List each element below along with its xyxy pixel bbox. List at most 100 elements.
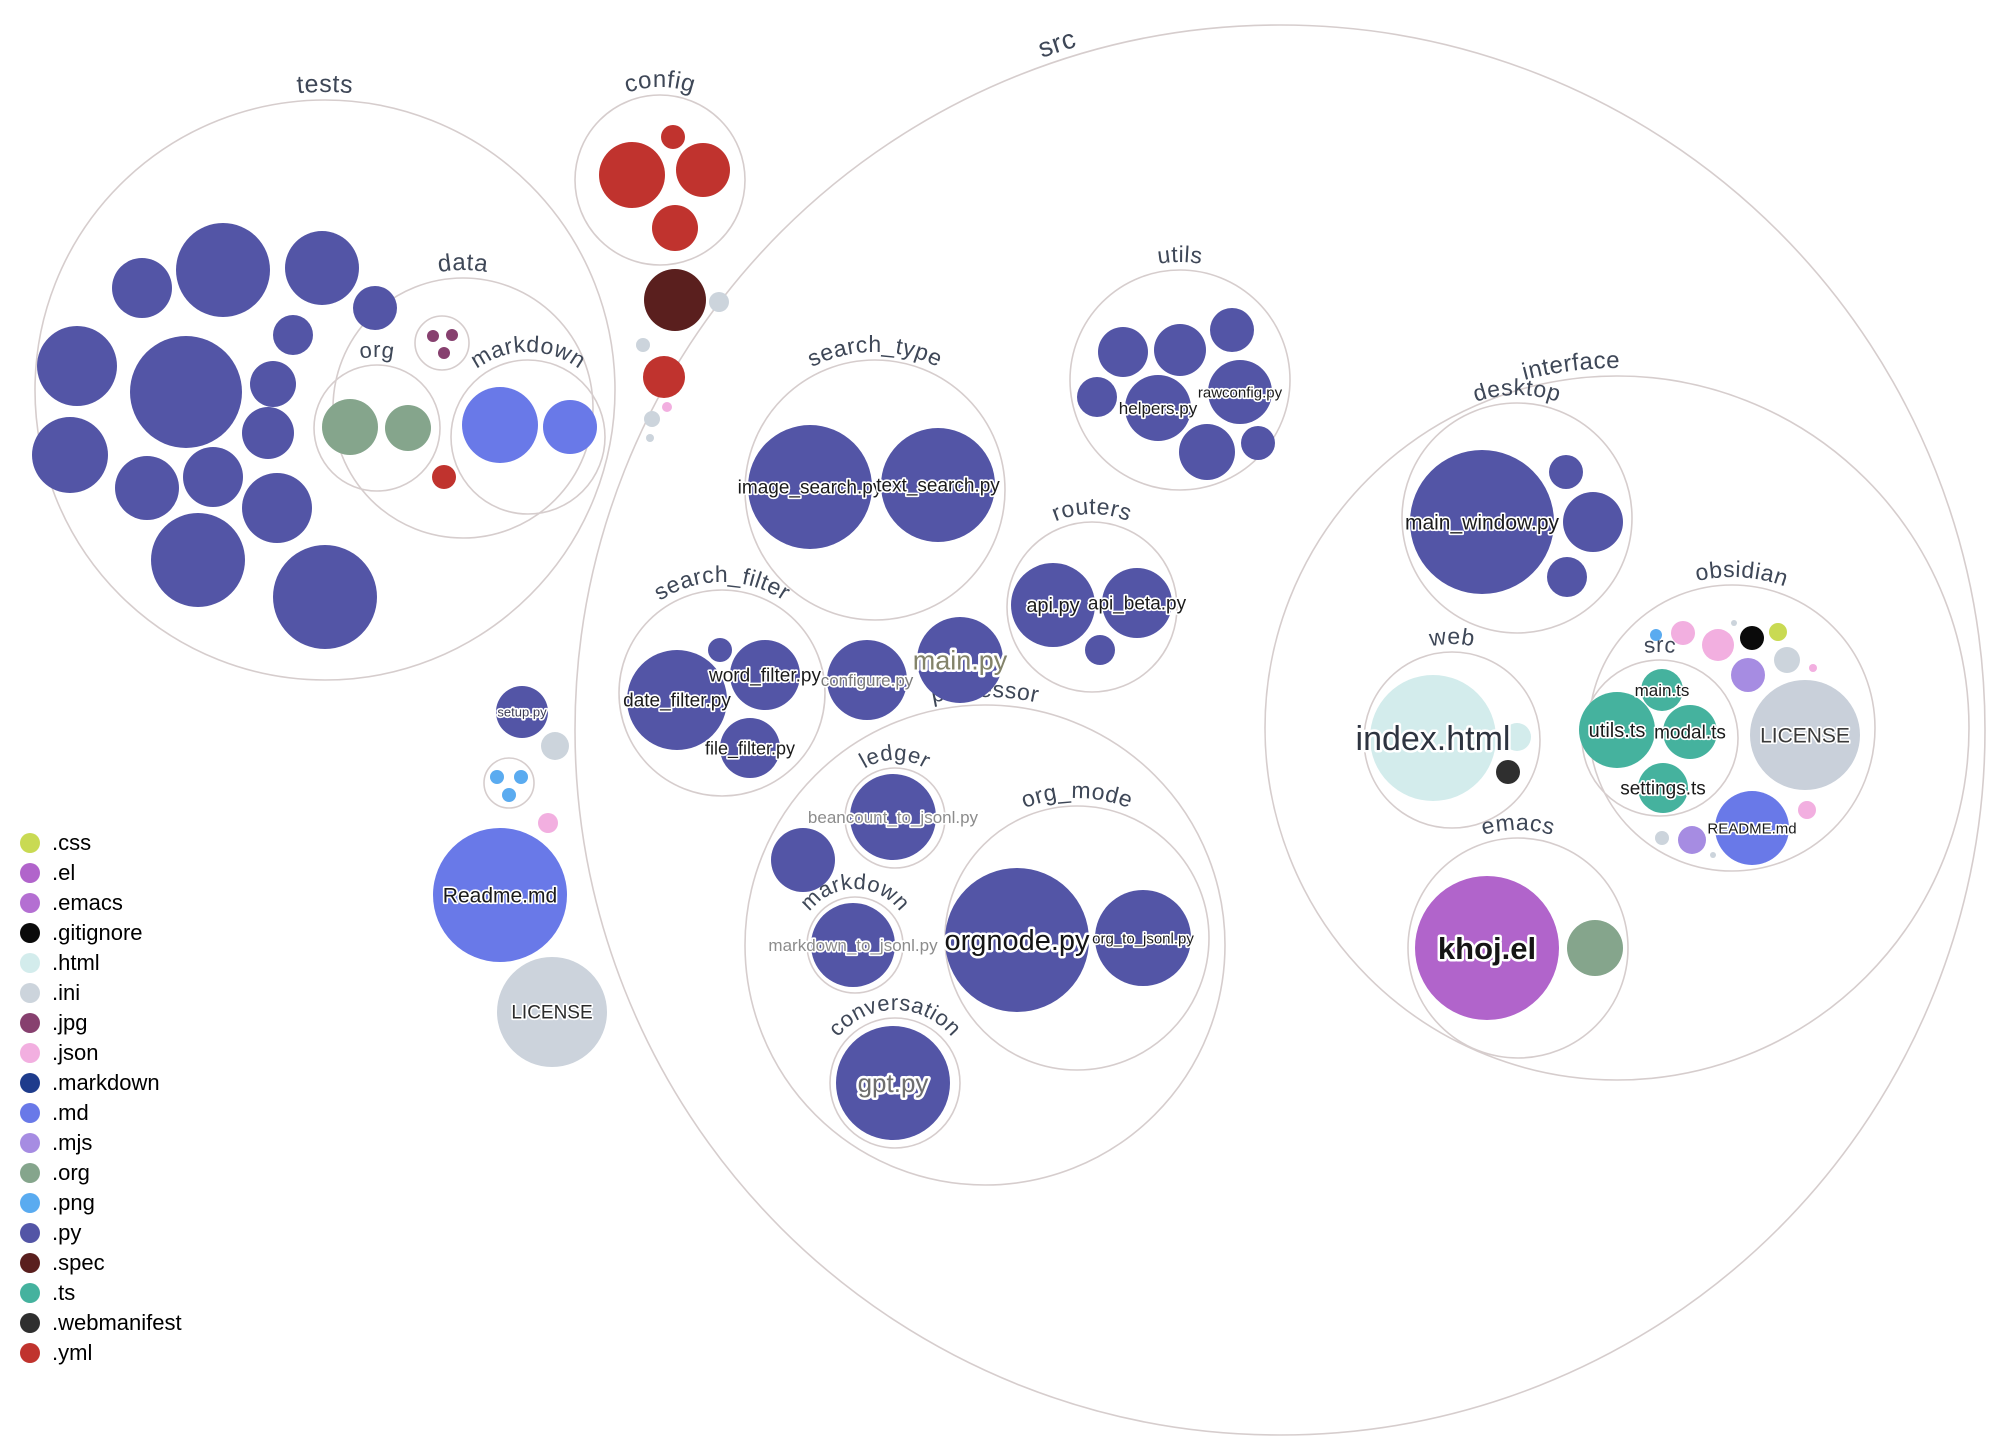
file-circle: [661, 125, 685, 149]
folder-circle-markdown: [806, 896, 904, 994]
file-circle: [1702, 629, 1734, 661]
file-circle: [37, 326, 117, 406]
file-circle: [1496, 760, 1520, 784]
file-circle: [652, 205, 698, 251]
folder-circle-unnamed: [483, 757, 535, 809]
folder-label-search_filter: search_filter: [649, 561, 795, 605]
folder-circle-ledger: [844, 767, 946, 869]
legend-label: .py: [52, 1220, 82, 1245]
file-circle-utils.ts: [1579, 692, 1655, 768]
folder-label-src: src: [1034, 23, 1079, 63]
file-circle-khoj.el: [1415, 876, 1559, 1020]
legend-item-md: .md: [20, 1098, 182, 1128]
legend-label: .org: [52, 1160, 90, 1185]
file-circle: [462, 387, 538, 463]
legend-color-dot: [20, 1253, 40, 1273]
file-circle: [1085, 635, 1115, 665]
legend-label: .emacs: [52, 890, 123, 915]
file-circle: [438, 347, 450, 359]
file-circle-file_filter.py: [720, 718, 780, 778]
file-circle: [250, 361, 296, 407]
file-label-api.py: api.py: [1026, 595, 1079, 617]
folder-label-tests: tests: [296, 70, 354, 99]
file-circle: [1710, 852, 1716, 858]
legend-color-dot: [20, 953, 40, 973]
file-circle-api_beta.py: [1102, 568, 1172, 638]
legend-color-dot: [20, 863, 40, 883]
file-label-markdown_to_jsonl.py: markdown_to_jsonl.py: [768, 936, 938, 955]
file-circle-configure.py: [827, 640, 907, 720]
file-label-main_window.py: main_window.py: [1405, 511, 1560, 534]
file-label-utils.ts: utils.ts: [1589, 720, 1646, 742]
legend-item-yml: .yml: [20, 1338, 182, 1368]
legend-color-dot: [20, 983, 40, 1003]
file-label-rawconfig.py: rawconfig.py: [1198, 384, 1283, 401]
file-circle: [1731, 620, 1737, 626]
folder-circle-tests: [34, 99, 616, 681]
folder-circle-config: [574, 94, 746, 266]
file-label-settings.ts: settings.ts: [1620, 779, 1706, 800]
file-circle: [502, 788, 516, 802]
file-label-main.py: main.py: [913, 645, 1008, 675]
legend-color-dot: [20, 1013, 40, 1033]
file-circle-helpers.py: [1125, 375, 1191, 441]
file-circle-LICENSE: [1750, 680, 1860, 790]
file-circle: [676, 143, 730, 197]
file-label-LICENSE: LICENSE: [1760, 724, 1850, 747]
legend-color-dot: [20, 1313, 40, 1333]
file-label-khoj.el: khoj.el: [1438, 931, 1536, 966]
legend-item-jpg: .jpg: [20, 1008, 182, 1038]
legend-item-markdown: .markdown: [20, 1068, 182, 1098]
folder-circle-src: [574, 24, 1986, 1436]
legend-item-spec: .spec: [20, 1248, 182, 1278]
legend-label: .yml: [52, 1340, 93, 1365]
legend-label: .el: [52, 860, 76, 885]
file-circle: [708, 638, 732, 662]
legend-color-dot: [20, 1163, 40, 1183]
folder-label-org: org: [358, 337, 397, 364]
file-circle-date_filter.py: [627, 650, 727, 750]
file-circle: [1154, 324, 1206, 376]
file-circle-beancount_to_jsonl.py: [850, 774, 936, 860]
file-circle-main.ts: [1641, 669, 1683, 711]
file-label-api_beta.py: api_beta.py: [1088, 594, 1187, 615]
file-circle: [273, 315, 313, 355]
file-circle: [1774, 647, 1800, 673]
legend-item-mjs: .mjs: [20, 1128, 182, 1158]
file-circle: [644, 269, 706, 331]
legend-item-py: .py: [20, 1218, 182, 1248]
folder-label-interface: interface: [1519, 347, 1620, 386]
legend-label: .markdown: [52, 1070, 160, 1095]
file-circle: [432, 465, 456, 489]
folder-circle-interface: [1264, 375, 1970, 1081]
file-circle: [543, 400, 597, 454]
legend-color-dot: [20, 923, 40, 943]
legend-color-dot: [20, 1133, 40, 1153]
file-label-configure.py: configure.py: [821, 671, 914, 690]
file-circle: [32, 417, 108, 493]
folder-label-data: data: [436, 249, 490, 278]
file-circle: [644, 411, 660, 427]
file-label-helpers.py: helpers.py: [1119, 399, 1198, 418]
file-circle: [599, 142, 665, 208]
file-circle-org_to_jsonl.py: [1095, 890, 1191, 986]
file-label-date_filter.py: date_filter.py: [623, 691, 731, 712]
file-circle: [285, 231, 359, 305]
file-circle-rawconfig.py: [1208, 360, 1272, 424]
legend-label: .gitignore: [52, 920, 143, 945]
folder-label-emacs: emacs: [1478, 809, 1557, 840]
file-circle: [130, 336, 242, 448]
file-label-file_filter.py: file_filter.py: [705, 738, 795, 759]
file-circle: [1210, 308, 1254, 352]
legend-item-css: .css: [20, 828, 182, 858]
legend-item-el: .el: [20, 858, 182, 888]
file-circle-settings.ts: [1638, 763, 1688, 813]
file-circle: [1731, 658, 1765, 692]
file-label-org_to_jsonl.py: org_to_jsonl.py: [1092, 930, 1194, 947]
file-circle-text_search.py: [881, 428, 995, 542]
file-circle-Readme.md: [433, 828, 567, 962]
legend-label: .png: [52, 1190, 95, 1215]
file-circle: [662, 402, 672, 412]
file-circle-index.html: [1370, 675, 1496, 801]
